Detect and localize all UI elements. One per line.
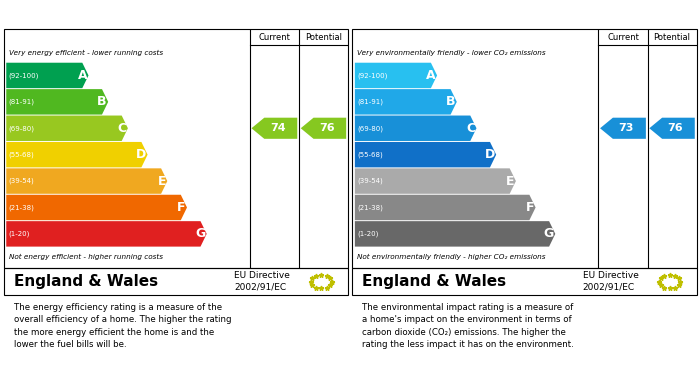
Text: B: B [97,95,107,108]
Polygon shape [6,63,88,88]
Text: Not energy efficient - higher running costs: Not energy efficient - higher running co… [8,254,162,260]
Text: (21-38): (21-38) [357,204,383,211]
Text: (1-20): (1-20) [357,231,379,237]
Polygon shape [6,89,108,115]
Text: A: A [426,69,435,82]
Text: EU Directive
2002/91/EC: EU Directive 2002/91/EC [234,271,290,291]
Text: Potential: Potential [654,32,690,41]
Text: (55-68): (55-68) [8,151,34,158]
Text: G: G [544,228,554,240]
Text: Current: Current [607,32,639,41]
Text: (39-54): (39-54) [357,178,383,184]
Polygon shape [355,169,516,194]
Text: England & Wales: England & Wales [363,274,507,289]
Text: E: E [158,174,166,188]
Text: 73: 73 [619,123,634,133]
Text: Current: Current [258,32,290,41]
Text: Energy Efficiency Rating: Energy Efficiency Rating [12,8,184,21]
Polygon shape [650,118,695,139]
Text: (1-20): (1-20) [8,231,30,237]
Text: (92-100): (92-100) [8,72,39,79]
Text: England & Wales: England & Wales [14,274,158,289]
Text: 76: 76 [319,123,335,133]
Text: EU Directive
2002/91/EC: EU Directive 2002/91/EC [583,271,638,291]
Polygon shape [6,169,167,194]
Text: C: C [118,122,127,135]
Text: F: F [177,201,186,214]
Polygon shape [355,142,496,167]
Polygon shape [355,63,437,88]
Text: Very environmentally friendly - lower CO₂ emissions: Very environmentally friendly - lower CO… [357,50,546,56]
Text: Environmental Impact (CO₂) Rating: Environmental Impact (CO₂) Rating [360,8,608,21]
Polygon shape [301,118,346,139]
Text: F: F [526,201,534,214]
Text: (92-100): (92-100) [357,72,388,79]
Polygon shape [355,195,536,220]
Text: Very energy efficient - lower running costs: Very energy efficient - lower running co… [8,50,163,56]
Text: Not environmentally friendly - higher CO₂ emissions: Not environmentally friendly - higher CO… [357,254,546,260]
Text: 74: 74 [270,123,286,133]
Text: C: C [466,122,475,135]
Polygon shape [6,142,148,167]
Text: (81-91): (81-91) [8,99,35,105]
Text: (21-38): (21-38) [8,204,34,211]
Text: D: D [136,148,146,161]
Polygon shape [600,118,646,139]
Text: The energy efficiency rating is a measure of the
overall efficiency of a home. T: The energy efficiency rating is a measur… [14,303,231,350]
Text: (69-80): (69-80) [357,125,384,131]
Text: (81-91): (81-91) [357,99,384,105]
Text: (69-80): (69-80) [8,125,35,131]
Polygon shape [251,118,298,139]
Text: E: E [506,174,514,188]
Text: (55-68): (55-68) [357,151,383,158]
Text: 76: 76 [668,123,683,133]
Polygon shape [355,115,477,141]
Text: G: G [195,228,205,240]
Polygon shape [6,195,187,220]
Text: (39-54): (39-54) [8,178,34,184]
Polygon shape [355,221,555,247]
Text: B: B [446,95,456,108]
Polygon shape [6,221,206,247]
Text: Potential: Potential [305,32,342,41]
Polygon shape [355,89,457,115]
Text: D: D [484,148,495,161]
Text: The environmental impact rating is a measure of
a home's impact on the environme: The environmental impact rating is a mea… [363,303,574,350]
Polygon shape [6,115,128,141]
Text: A: A [78,69,87,82]
